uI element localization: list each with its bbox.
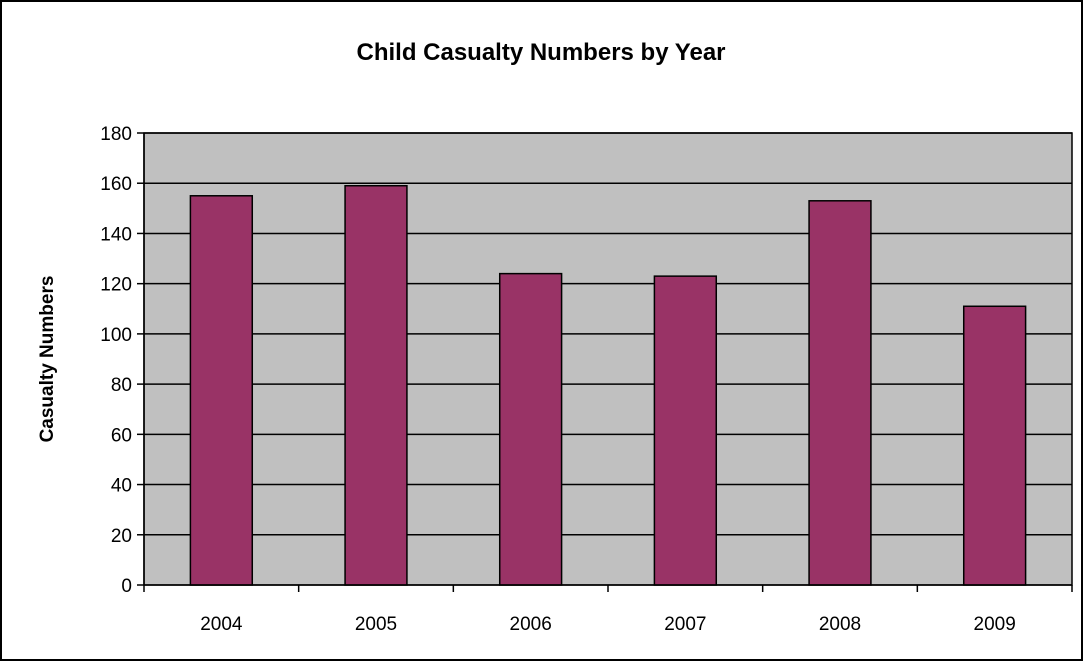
bar-2009 bbox=[962, 305, 1027, 586]
bar-2006 bbox=[498, 272, 563, 586]
y-tick-label: 20 bbox=[111, 526, 132, 547]
plot-area: 0 20 40 60 80 100 120 140 160 180 2004 2005 2006 2007… bbox=[100, 124, 1073, 635]
y-axis-label: Casualty Numbers bbox=[37, 276, 58, 443]
y-tick-label: 100 bbox=[100, 325, 132, 346]
chart-title: Child Casualty Numbers by Year bbox=[356, 39, 725, 66]
y-tick-label: 120 bbox=[100, 275, 132, 296]
y-tick-label: 140 bbox=[100, 224, 132, 245]
y-tick-label: 60 bbox=[111, 425, 132, 446]
x-tick-label: 2006 bbox=[510, 614, 552, 635]
bar-2004 bbox=[189, 195, 254, 586]
bar-2007 bbox=[653, 275, 718, 586]
plot-background bbox=[143, 132, 1073, 586]
x-tick-label: 2005 bbox=[355, 614, 397, 635]
y-tick-label: 180 bbox=[100, 124, 132, 145]
x-tick-label: 2009 bbox=[974, 614, 1016, 635]
y-tick-label: 0 bbox=[121, 576, 132, 597]
x-tick-label: 2004 bbox=[200, 614, 243, 635]
bar-2008 bbox=[808, 200, 872, 586]
y-tick-label: 160 bbox=[100, 174, 132, 195]
bar-2005 bbox=[344, 184, 408, 586]
x-tick-label: 2008 bbox=[819, 614, 861, 635]
x-tick-label: 2007 bbox=[664, 614, 706, 635]
y-tick-label: 40 bbox=[111, 476, 132, 497]
y-tick-label: 80 bbox=[111, 375, 132, 396]
